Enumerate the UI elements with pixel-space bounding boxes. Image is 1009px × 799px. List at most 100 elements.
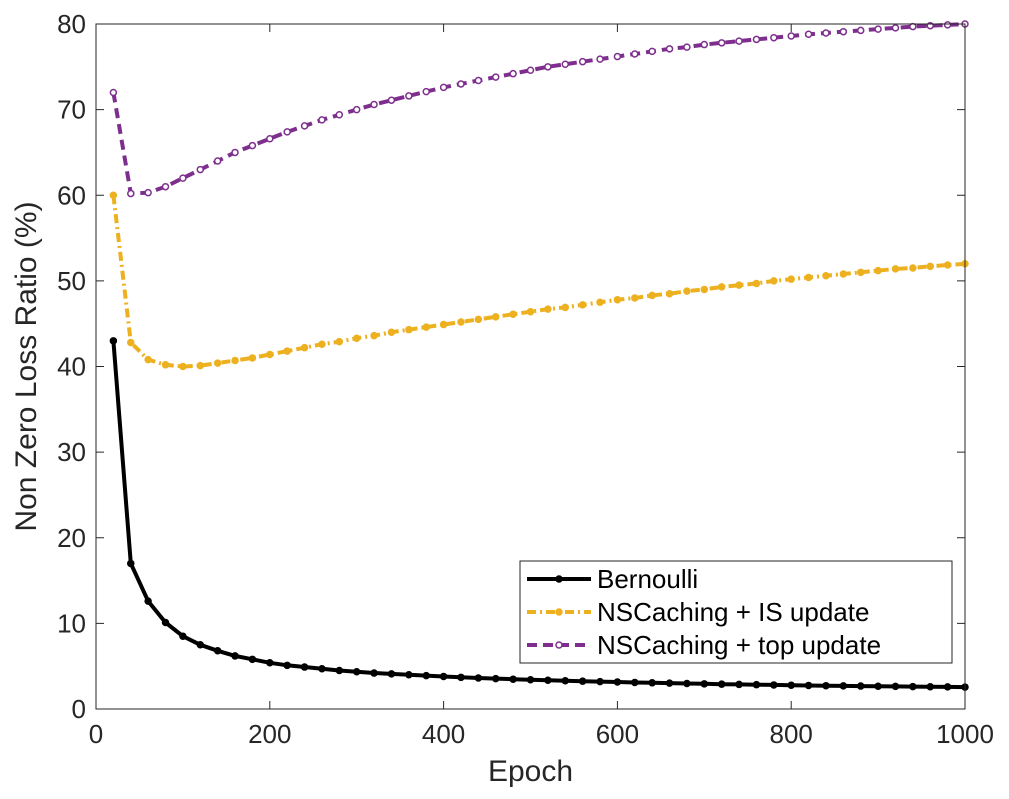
data-point xyxy=(578,301,587,309)
data-point xyxy=(596,677,604,686)
data-point xyxy=(127,559,135,568)
x-tick-label: 600 xyxy=(596,719,639,749)
data-point xyxy=(266,134,274,143)
data-point xyxy=(231,652,239,660)
data-point xyxy=(283,661,291,670)
series-2 xyxy=(109,20,969,198)
data-point xyxy=(735,37,743,45)
data-point xyxy=(787,681,795,689)
data-point xyxy=(752,680,761,689)
data-point xyxy=(717,283,726,291)
data-point xyxy=(439,672,448,681)
data-point xyxy=(144,355,152,364)
data-point xyxy=(213,647,222,655)
data-point xyxy=(804,30,813,39)
x-tick-label: 200 xyxy=(248,719,291,749)
data-point xyxy=(822,29,830,37)
data-point xyxy=(127,338,135,347)
data-point xyxy=(578,57,587,66)
data-point xyxy=(544,63,552,71)
data-point xyxy=(161,182,170,191)
data-point xyxy=(439,83,448,92)
y-tick-label: 50 xyxy=(57,266,86,296)
data-point xyxy=(926,682,934,691)
data-point xyxy=(109,191,118,199)
data-point xyxy=(179,632,187,640)
data-point xyxy=(318,665,326,673)
data-point xyxy=(370,669,378,677)
data-point xyxy=(665,679,674,687)
data-point xyxy=(700,40,709,49)
y-tick-label: 10 xyxy=(57,608,86,638)
data-point xyxy=(179,174,187,182)
data-point xyxy=(127,189,135,198)
data-point xyxy=(318,116,326,124)
data-point xyxy=(457,80,465,88)
data-point xyxy=(891,682,900,691)
data-point xyxy=(822,271,830,280)
data-point xyxy=(491,313,500,321)
y-tick-label: 0 xyxy=(72,694,86,724)
data-point xyxy=(509,310,517,319)
data-point xyxy=(231,148,239,157)
x-axis-label: Epoch xyxy=(488,755,573,788)
data-point xyxy=(144,597,152,605)
data-point xyxy=(839,270,848,278)
x-tick-label: 0 xyxy=(89,719,103,749)
y-tick-label: 80 xyxy=(57,9,86,39)
data-point xyxy=(787,275,795,283)
data-point xyxy=(457,318,465,326)
data-point xyxy=(735,281,743,289)
data-point xyxy=(387,328,396,336)
data-point xyxy=(370,100,378,109)
data-point xyxy=(717,39,726,47)
data-point xyxy=(422,87,430,96)
legend-label: NSCaching + top update xyxy=(597,630,881,660)
data-point xyxy=(578,677,587,685)
data-point xyxy=(926,262,934,271)
data-point xyxy=(491,674,500,683)
legend-marker xyxy=(555,608,563,616)
data-point xyxy=(613,295,622,304)
y-tick-label: 60 xyxy=(57,180,86,210)
data-point xyxy=(335,666,344,675)
data-point xyxy=(874,266,882,275)
data-point xyxy=(613,52,622,61)
data-point xyxy=(422,323,430,331)
data-point xyxy=(509,69,517,78)
data-point xyxy=(248,655,257,664)
data-point xyxy=(648,47,656,56)
data-point xyxy=(717,680,726,688)
data-point xyxy=(596,55,604,63)
data-point xyxy=(735,680,743,689)
legend-box xyxy=(519,560,953,664)
data-point xyxy=(804,273,813,282)
data-point xyxy=(266,659,274,667)
data-point xyxy=(891,24,900,32)
plot-series xyxy=(109,20,969,691)
data-point xyxy=(179,362,187,371)
data-point xyxy=(457,673,465,682)
data-point xyxy=(509,675,517,683)
data-point xyxy=(856,268,865,277)
data-point xyxy=(387,670,396,678)
data-point xyxy=(283,347,291,355)
data-point xyxy=(161,361,170,369)
data-point xyxy=(439,320,448,329)
data-point xyxy=(856,26,865,35)
data-point xyxy=(196,641,205,649)
data-point xyxy=(683,287,691,295)
data-point xyxy=(665,289,674,298)
data-point xyxy=(839,27,848,36)
y-tick-label: 30 xyxy=(57,437,86,467)
data-point xyxy=(874,682,882,690)
y-axis: 0 10 20 30 40 50 60 70 80 xyxy=(57,9,965,724)
data-point xyxy=(943,21,952,29)
data-point xyxy=(700,285,709,294)
data-point xyxy=(700,680,709,688)
legend-label: Bernoulli xyxy=(597,564,698,594)
data-point xyxy=(422,671,430,680)
data-point xyxy=(943,261,952,269)
data-point xyxy=(683,679,691,688)
